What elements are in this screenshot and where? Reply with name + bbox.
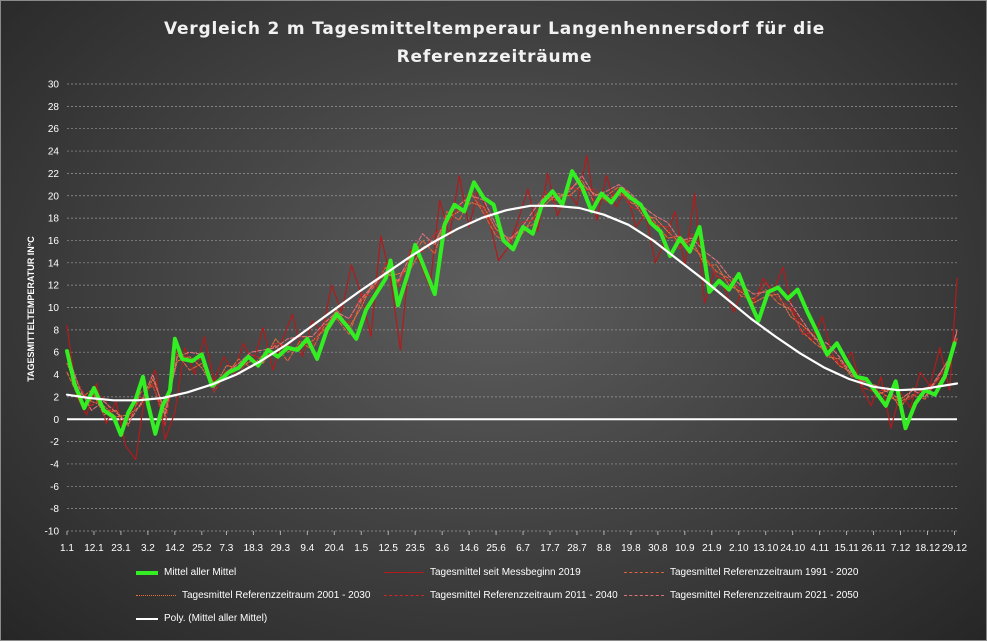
x-tick-label: 18.12: [915, 543, 940, 554]
y-tick-label: 16: [48, 236, 60, 247]
legend-item-4: Tagesmittel Referenzzeitraum 2011 - 2040: [384, 590, 618, 601]
x-tick-label: 12.5: [378, 543, 398, 554]
legend-label: Tagesmittel seit Messbeginn 2019: [430, 567, 581, 578]
y-tick-label: 0: [53, 415, 59, 426]
y-tick-label: 20: [48, 191, 60, 202]
y-tick-label: 26: [48, 124, 60, 135]
x-tick-label: 18.3: [244, 543, 264, 554]
series-line-0: [65, 169, 957, 437]
y-tick-label: -10: [45, 527, 60, 538]
legend-swatch: [624, 595, 664, 596]
legend-label: Tagesmittel Referenzzeitraum 2001 - 2030: [182, 590, 371, 601]
legend-label: Tagesmittel Referenzzeitraum 2021 - 2050: [670, 590, 859, 601]
x-tick-label: 1.5: [354, 543, 368, 554]
x-tick-label: 12.1: [84, 543, 104, 554]
legend-label: Tagesmittel Referenzzeitraum 1991 - 2020: [670, 567, 859, 578]
legend-item-1: Tagesmittel seit Messbeginn 2019: [384, 567, 581, 578]
legend-swatch: [136, 617, 158, 620]
y-tick-label: -4: [50, 459, 59, 470]
legend-label: Tagesmittel Referenzzeitraum 2011 - 2040: [430, 590, 618, 601]
y-axis-label: TAGESMITTELTEMPERATUR IN°C: [26, 236, 36, 382]
y-tick-label: -8: [50, 504, 59, 515]
x-tick-label: 29.3: [271, 543, 291, 554]
x-tick-label: 20.4: [325, 543, 345, 554]
x-tick-label: 29.12: [942, 543, 967, 554]
x-tick-label: 10.9: [675, 543, 695, 554]
legend-item-2: Tagesmittel Referenzzeitraum 1991 - 2020: [624, 567, 858, 578]
x-tick-label: 25.6: [486, 543, 506, 554]
x-tick-label: 28.7: [567, 543, 587, 554]
y-tick-label: -6: [50, 482, 59, 493]
x-tick-label: 1.1: [60, 543, 74, 554]
y-tick-label: 18: [48, 214, 60, 225]
chart-title-line-1: Vergleich 2 m Tagesmitteltemperaur Lange…: [163, 19, 826, 39]
legend-item-0: Mittel aller Mittel: [136, 567, 236, 578]
chart-title-line-2: Referenzzeiträume: [396, 47, 593, 67]
x-tick-label: 14.2: [165, 543, 185, 554]
x-tick-label: 6.7: [516, 543, 530, 554]
x-tick-label: 21.9: [702, 543, 722, 554]
x-tick-label: 14.6: [459, 543, 479, 554]
x-tick-label: 26.11: [861, 543, 886, 554]
x-tick-label: 2.10: [729, 543, 749, 554]
legend-item-6: Poly. (Mittel aller Mittel): [136, 613, 267, 624]
series-line-6: [65, 204, 959, 402]
y-tick-label: 22: [48, 169, 60, 180]
legend-item-3: Tagesmittel Referenzzeitraum 2001 - 2030: [136, 590, 370, 601]
y-tick-label: 28: [48, 102, 60, 113]
x-tick-label: 23.5: [405, 543, 425, 554]
x-tick-label: 4.11: [810, 543, 829, 554]
legend-item-5: Tagesmittel Referenzzeitraum 2021 - 2050: [624, 590, 858, 601]
y-tick-label: 10: [48, 303, 60, 314]
x-tick-label: 25.2: [192, 543, 212, 554]
series-line-5: [66, 175, 958, 425]
x-tick-label: 3.6: [435, 543, 449, 554]
x-tick-label: 7.3: [219, 543, 233, 554]
x-tick-label: 30.8: [648, 543, 668, 554]
x-tick-label: 7.12: [891, 543, 911, 554]
x-tick-label: 17.7: [540, 543, 560, 554]
y-tick-label: 30: [48, 80, 60, 91]
y-tick-label: 12: [48, 281, 60, 292]
series-line-3: [66, 184, 958, 418]
series-line-1: [66, 154, 958, 461]
series-line-4: [66, 186, 958, 427]
x-tick-label: 9.4: [300, 543, 314, 554]
y-tick-label: 6: [53, 348, 59, 359]
legend-swatch: [624, 572, 664, 573]
legend-swatch: [384, 572, 424, 573]
y-tick-label: 8: [53, 325, 59, 336]
y-tick-label: 14: [48, 258, 60, 269]
x-tick-label: 24.10: [780, 543, 805, 554]
legend-swatch: [384, 595, 424, 596]
x-tick-label: 23.1: [111, 543, 131, 554]
legend-label: Poly. (Mittel aller Mittel): [164, 613, 268, 624]
x-tick-label: 15.11: [835, 543, 860, 554]
legend-swatch: [136, 595, 176, 596]
x-tick-label: 19.8: [621, 543, 641, 554]
x-tick-label: 3.2: [141, 543, 155, 554]
y-tick-label: 24: [48, 147, 60, 158]
legend-label: Mittel aller Mittel: [164, 567, 237, 578]
y-tick-label: -2: [50, 437, 59, 448]
x-tick-label: 13.10: [753, 543, 778, 554]
y-tick-label: 2: [53, 392, 59, 403]
legend-swatch: [136, 570, 158, 575]
x-tick-label: 8.8: [597, 543, 611, 554]
y-tick-label: 4: [53, 370, 59, 381]
